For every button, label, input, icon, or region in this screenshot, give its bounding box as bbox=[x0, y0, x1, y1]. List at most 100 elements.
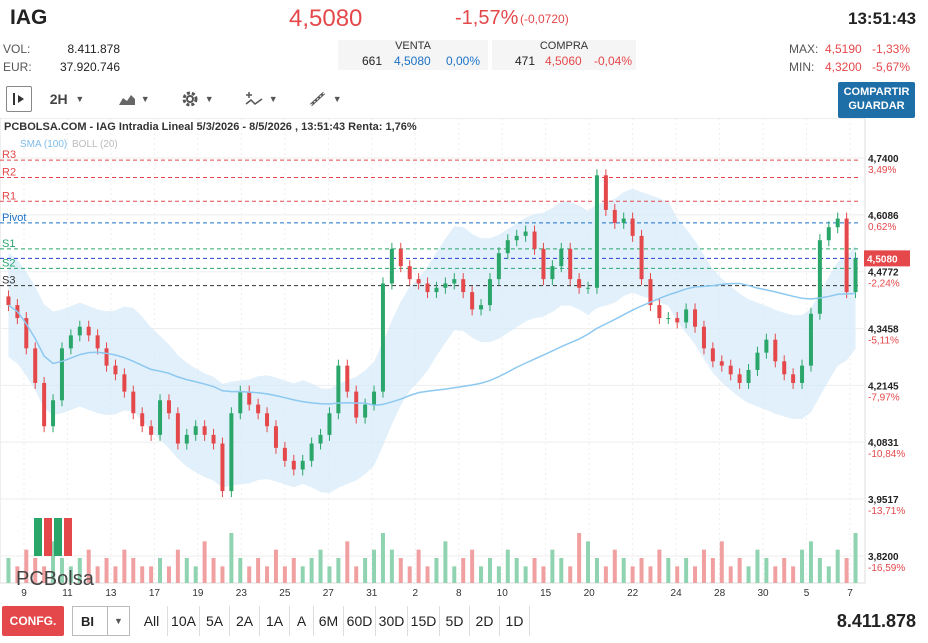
chart-toolbar: 2H ▼ ▼ ▼ ▼ ▼ bbox=[4, 84, 344, 114]
period-button-60d[interactable]: 60D bbox=[344, 606, 376, 636]
candle-body bbox=[68, 335, 73, 349]
candle-body bbox=[639, 235, 644, 280]
candle-body bbox=[648, 279, 653, 306]
period-button-5a[interactable]: 5A bbox=[200, 606, 230, 636]
volume-bar bbox=[443, 541, 448, 583]
buy-qty: 471 bbox=[515, 54, 536, 68]
volume-bar bbox=[282, 566, 287, 583]
period-button-30d[interactable]: 30D bbox=[376, 606, 408, 636]
period-button-all[interactable]: All bbox=[136, 606, 168, 636]
x-tick-label: 5 bbox=[804, 588, 810, 599]
indicators-select[interactable]: ▼ bbox=[236, 84, 286, 114]
volume-bar bbox=[193, 566, 198, 583]
y-tick-label: 4,3458 bbox=[868, 325, 899, 336]
candle-body bbox=[416, 279, 421, 284]
y-tick-percent: 3,49% bbox=[868, 165, 896, 176]
buy-pct: -0,04% bbox=[594, 54, 633, 68]
candle-body bbox=[6, 296, 11, 306]
period-button-a[interactable]: A bbox=[290, 606, 314, 636]
candle-body bbox=[577, 279, 582, 288]
period-button-2d[interactable]: 2D bbox=[470, 606, 500, 636]
volume-bar bbox=[550, 549, 555, 583]
period-button-6m[interactable]: 6M bbox=[314, 606, 344, 636]
chart-type-select[interactable]: ▼ bbox=[109, 84, 159, 114]
share-save-button[interactable]: COMPARTIR GUARDAR bbox=[838, 82, 915, 118]
x-tick-label: 31 bbox=[366, 588, 378, 599]
candle-body bbox=[532, 231, 537, 249]
candle-body bbox=[630, 218, 635, 236]
candle-body bbox=[835, 218, 840, 228]
total-volume: 8.411.878 bbox=[836, 611, 916, 631]
y-tick-label: 4,7400 bbox=[868, 154, 899, 165]
interval-select[interactable]: 2H ▼ bbox=[42, 84, 92, 114]
x-axis-labels: 9 11 13 17 19 23 25 27 31 2 8 10 15 20 22 24 28 30 5 7 bbox=[21, 588, 853, 599]
candle-body bbox=[764, 339, 769, 353]
volume-bar bbox=[479, 566, 484, 583]
volume-bar bbox=[612, 549, 617, 583]
candle-body bbox=[86, 326, 91, 336]
period-button-5d[interactable]: 5D bbox=[440, 606, 470, 636]
drawing-tools-select[interactable]: ▼ bbox=[300, 84, 350, 114]
x-tick-label: 2 bbox=[412, 588, 418, 599]
sell-label: VENTA bbox=[395, 40, 431, 52]
candle-body bbox=[24, 318, 29, 349]
candle-body bbox=[229, 413, 234, 492]
x-tick-label: 17 bbox=[149, 588, 161, 599]
volume-bar bbox=[800, 549, 805, 583]
config-button[interactable]: CONFG. bbox=[2, 606, 64, 636]
volume-bar bbox=[746, 566, 751, 583]
volume-bar bbox=[782, 558, 787, 583]
candle-body bbox=[336, 365, 341, 414]
period-button-15d[interactable]: 15D bbox=[408, 606, 440, 636]
candle-body bbox=[42, 382, 47, 427]
current-price-tag bbox=[864, 250, 910, 267]
candle-body bbox=[826, 227, 831, 241]
volume-bar bbox=[657, 549, 662, 583]
eur-label: EUR: bbox=[3, 60, 32, 74]
x-tick-label: 23 bbox=[236, 588, 248, 599]
volume-bar bbox=[505, 549, 510, 583]
candle-body bbox=[800, 365, 805, 383]
candle-body bbox=[95, 335, 100, 349]
candle-body bbox=[461, 279, 466, 293]
volume-bar bbox=[710, 558, 715, 583]
candle-body bbox=[568, 248, 573, 280]
candle-body bbox=[193, 426, 198, 435]
indicators-icon bbox=[245, 92, 263, 105]
volume-bar bbox=[24, 549, 29, 583]
candle-body bbox=[51, 400, 56, 427]
sell-box: VENTA 661 4,5080 0,00% bbox=[338, 40, 488, 70]
pivot-label: S1 bbox=[2, 238, 15, 250]
y-tick-percent: 0,62% bbox=[868, 222, 896, 233]
x-tick-label: 7 bbox=[847, 588, 853, 599]
volume-bar bbox=[59, 558, 64, 583]
candle-body bbox=[728, 365, 733, 375]
candle-body bbox=[479, 305, 484, 310]
candle-body bbox=[603, 175, 608, 210]
volume-bar bbox=[15, 566, 20, 583]
candle-body bbox=[425, 283, 430, 293]
candle-body bbox=[131, 391, 136, 414]
pivot-label: S2 bbox=[2, 257, 15, 269]
candle-body bbox=[594, 175, 599, 288]
y-tick-percent: -10,84% bbox=[868, 449, 905, 460]
period-button-1a[interactable]: 1A bbox=[260, 606, 290, 636]
x-tick-label: 13 bbox=[105, 588, 117, 599]
candle-body bbox=[791, 374, 796, 383]
volume-bar bbox=[817, 558, 822, 583]
volume-bar bbox=[594, 558, 599, 583]
candle-body bbox=[808, 313, 813, 366]
chevron-down-icon: ▼ bbox=[107, 607, 123, 635]
panel-toggle-button[interactable] bbox=[6, 86, 32, 112]
period-button-1d[interactable]: 1D bbox=[500, 606, 530, 636]
chart-type-dropdown[interactable]: BI ▼ bbox=[72, 606, 130, 636]
period-button-2a[interactable]: 2A bbox=[230, 606, 260, 636]
period-button-10a[interactable]: 10A bbox=[168, 606, 200, 636]
min-label: MIN: bbox=[789, 60, 815, 74]
candle-body bbox=[247, 391, 252, 405]
candle-body bbox=[113, 365, 118, 375]
y-tick-label: 4,6086 bbox=[868, 211, 899, 222]
settings-select[interactable]: ▼ bbox=[172, 84, 222, 114]
candle-body bbox=[300, 460, 305, 470]
